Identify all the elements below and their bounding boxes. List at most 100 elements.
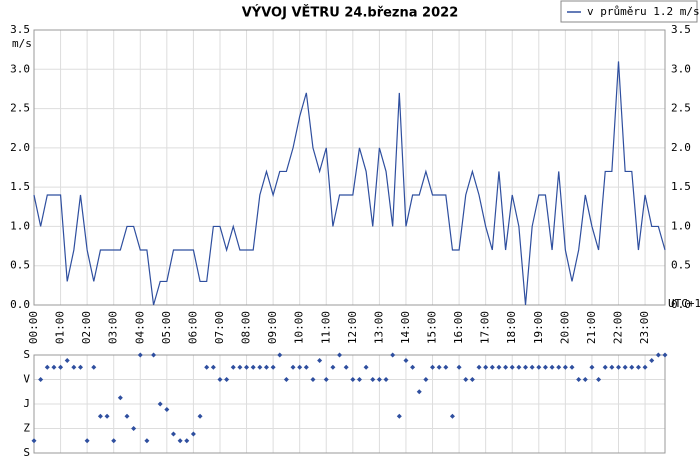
y-tick-label-right: 1.0 (671, 219, 691, 232)
data-point (396, 413, 402, 419)
data-point (111, 438, 117, 444)
data-point (283, 377, 289, 382)
data-point (642, 364, 648, 370)
y-tick-label: 1.5 (10, 180, 30, 193)
data-point (244, 364, 250, 370)
y-tick-label: 3.5 (10, 23, 30, 36)
data-point (503, 364, 509, 370)
data-point (84, 438, 90, 444)
x-tick-label: 08:00 (240, 311, 253, 344)
data-point (197, 413, 203, 419)
plot-area (34, 30, 665, 305)
data-point (403, 357, 409, 363)
y-tick-label-right: 0.5 (671, 259, 691, 272)
x-tick-label: 02:00 (80, 311, 93, 344)
data-point (443, 364, 449, 370)
y-tick-label-right: 3.5 (671, 23, 691, 36)
y-tick-label: Z (23, 422, 30, 435)
y-tick-label: 2.0 (10, 141, 30, 154)
data-point (489, 364, 495, 370)
data-point (622, 364, 628, 370)
data-point (496, 364, 502, 370)
data-point (217, 377, 223, 382)
y-tick-label: 0.5 (10, 259, 30, 272)
y-tick-label: 0.0 (10, 298, 30, 311)
data-point (263, 364, 269, 370)
data-point (476, 364, 482, 370)
y-tick-label: 1.0 (10, 219, 30, 232)
data-point (144, 438, 150, 444)
data-point (290, 364, 296, 370)
data-point (576, 377, 582, 382)
data-point (582, 377, 588, 382)
data-point (210, 364, 216, 370)
data-point (343, 364, 349, 370)
data-point (350, 377, 356, 382)
data-point (410, 364, 416, 370)
data-point (556, 364, 562, 370)
data-point (230, 364, 236, 370)
data-point (536, 364, 542, 370)
data-point (77, 364, 83, 370)
data-point (376, 377, 382, 382)
data-point (51, 364, 57, 370)
data-point (257, 364, 263, 370)
data-point (383, 377, 389, 382)
data-point (596, 377, 602, 382)
data-point (523, 364, 529, 370)
legend-box (560, 0, 698, 23)
y-tick-label: S (23, 446, 30, 459)
legend-label: v průměru 1.2 m/s (587, 5, 700, 18)
data-point (204, 364, 210, 370)
data-point (363, 364, 369, 370)
y-tick-label-right: 0.0 (671, 298, 691, 311)
data-point (270, 364, 276, 370)
data-point (616, 364, 622, 370)
y-tick-label: S (23, 348, 30, 361)
plot-frame (33, 354, 666, 454)
data-point (31, 438, 37, 444)
data-point (97, 413, 103, 419)
data-point (297, 364, 303, 370)
data-point (549, 364, 555, 370)
data-line (33, 61, 666, 306)
data-point (589, 364, 595, 370)
data-point (131, 426, 137, 431)
data-point (562, 364, 568, 370)
x-tick-label: 19:00 (532, 311, 545, 344)
x-tick-label: 12:00 (346, 311, 359, 344)
data-point (516, 364, 522, 370)
x-tick-label: 09:00 (266, 311, 279, 344)
data-point (104, 413, 110, 419)
data-point (469, 377, 475, 382)
x-tick-label: 00:00 (27, 311, 40, 344)
data-point (655, 352, 661, 358)
data-point (635, 364, 641, 370)
x-tick-label: 03:00 (107, 311, 120, 344)
y-unit-label: m/s (12, 37, 32, 50)
data-point (456, 364, 462, 370)
data-point (184, 438, 190, 444)
y-tick-label-right: 1.5 (671, 180, 691, 193)
x-tick-label: 06:00 (186, 311, 199, 344)
data-point (71, 364, 77, 370)
y-tick-label: 2.5 (10, 102, 30, 115)
data-point (224, 377, 230, 382)
x-tick-label: 18:00 (505, 311, 518, 344)
plot-frame (33, 29, 666, 306)
data-point (529, 364, 535, 370)
data-point (177, 438, 183, 444)
data-point (323, 377, 329, 382)
y-tick-label: J (23, 397, 30, 410)
data-point (64, 357, 70, 363)
data-point (137, 352, 143, 358)
data-point (390, 352, 396, 358)
data-point (629, 364, 635, 370)
data-point (38, 377, 44, 382)
data-point (423, 377, 429, 382)
data-point (151, 352, 157, 358)
x-tick-label: 07:00 (213, 311, 226, 344)
x-tick-label: 16:00 (452, 311, 465, 344)
data-point (483, 364, 489, 370)
